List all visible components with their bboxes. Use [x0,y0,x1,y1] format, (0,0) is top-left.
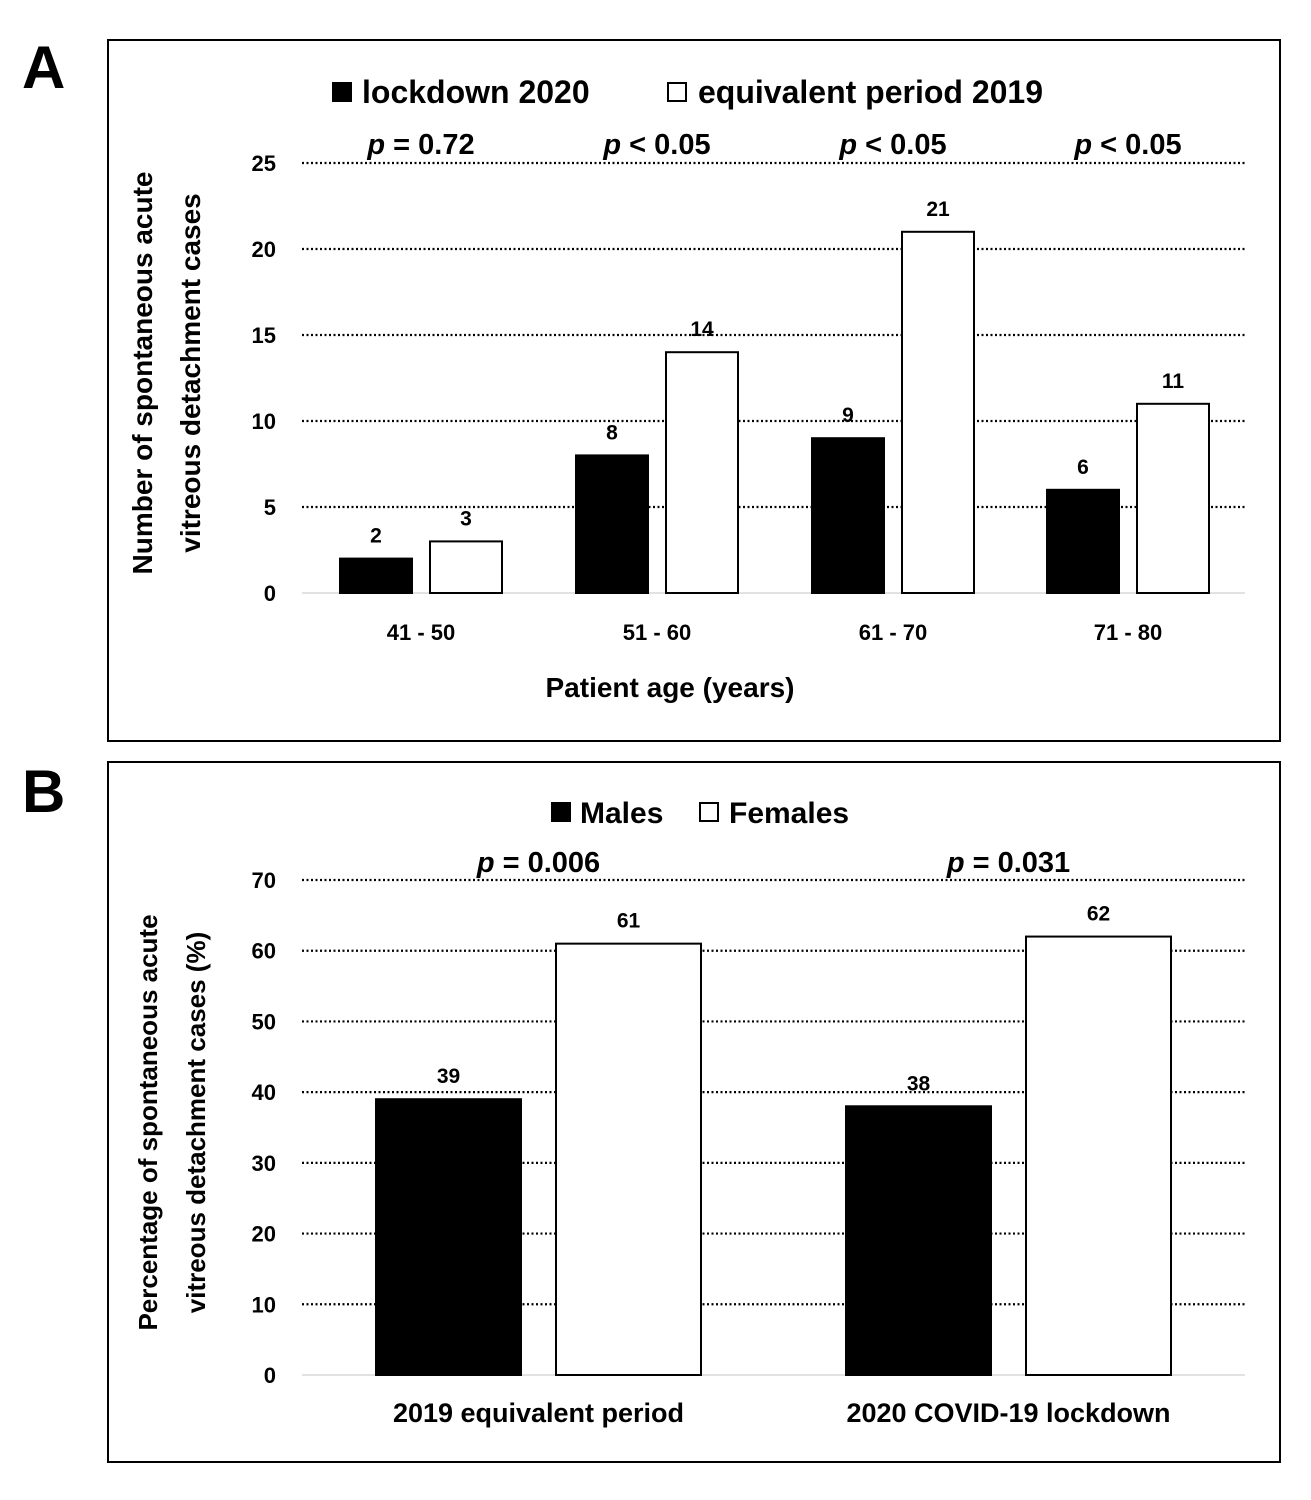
chart-panel-a: 0 5 10 15 20 25 2 8 9 6 3 14 21 11 41 - 50 p = 0.72 51 -… [107,39,1281,742]
y-tick-label: 5 [264,495,276,520]
bar-white [429,540,503,595]
data-label: 38 [907,1072,931,1095]
data-label: 2 [370,525,382,548]
legend-label: Females [729,797,849,830]
y-tick-label: 30 [252,1151,276,1176]
p-value-label: p < 0.05 [838,129,946,161]
legend-swatch [667,82,687,102]
y-tick-label: 20 [252,237,276,262]
data-label: 21 [926,198,950,221]
y-tick-label: 10 [252,1292,276,1317]
data-label: 14 [690,318,714,341]
bar-black [1046,488,1120,594]
y-tick-label: 10 [252,409,276,434]
p-value-label: p < 0.05 [602,129,710,161]
x-category-label: 41 - 50 [387,620,456,645]
bar-black [811,437,885,595]
bar-black [339,557,413,594]
x-category-label: 2019 equivalent period [393,1398,684,1428]
x-axis-title: Patient age (years) [546,672,795,703]
p-value-label: p = 0.006 [476,847,600,879]
y-tick-label: 20 [252,1222,276,1247]
x-category-label: 51 - 60 [623,620,692,645]
bar-black [575,454,649,594]
p-value-label: p < 0.05 [1073,129,1181,161]
legend-swatch [699,802,719,822]
data-label: 62 [1087,903,1110,926]
bar-white [665,351,739,595]
y-axis-title-line: vitreous detachment cases [175,193,206,553]
data-label: 39 [437,1065,460,1088]
legend-swatch [332,82,352,102]
legend-swatch [551,802,571,822]
y-tick-label: 15 [252,323,276,348]
legend-label: equivalent period 2019 [698,74,1043,110]
x-category-label: 61 - 70 [859,620,928,645]
legend-label: Males [580,797,663,830]
panel-a-letter: A [22,34,66,101]
data-label: 11 [1162,370,1185,393]
y-axis-title-line: Number of spontaneous acute [127,172,158,575]
y-tick-label: 25 [252,151,276,176]
data-label: 8 [606,421,618,444]
bar-white [555,942,702,1377]
bar-black [845,1105,992,1377]
y-tick-label: 0 [264,581,276,606]
data-label: 9 [842,404,854,427]
y-axis-title-line: Percentage of spontaneous acute [133,914,163,1330]
bar-white [1136,402,1210,594]
y-tick-label: 70 [252,868,276,893]
y-tick-label: 50 [252,1009,276,1034]
bar-white [901,230,975,595]
y-tick-label: 0 [264,1363,276,1388]
y-axis-title-line: vitreous detachment cases (%) [181,932,211,1313]
p-value-label: p = 0.72 [366,129,474,161]
x-category-label: 71 - 80 [1094,620,1163,645]
bar-black [375,1098,522,1376]
panel-b-letter: B [22,758,66,825]
x-category-label: 2020 COVID-19 lockdown [846,1398,1170,1428]
y-tick-label: 40 [252,1080,276,1105]
y-tick-label: 60 [252,939,276,964]
bar-white [1025,935,1172,1376]
data-label: 3 [460,507,472,530]
data-label: 6 [1077,456,1089,479]
data-label: 61 [617,910,641,933]
p-value-label: p = 0.031 [946,847,1070,879]
chart-panel-b: 0 10 20 30 40 50 60 70 39 38 61 62 2019 equivalent p… [107,761,1281,1463]
panel-frame [107,39,1281,742]
legend-label: lockdown 2020 [362,74,590,110]
panel-frame [107,761,1281,1463]
